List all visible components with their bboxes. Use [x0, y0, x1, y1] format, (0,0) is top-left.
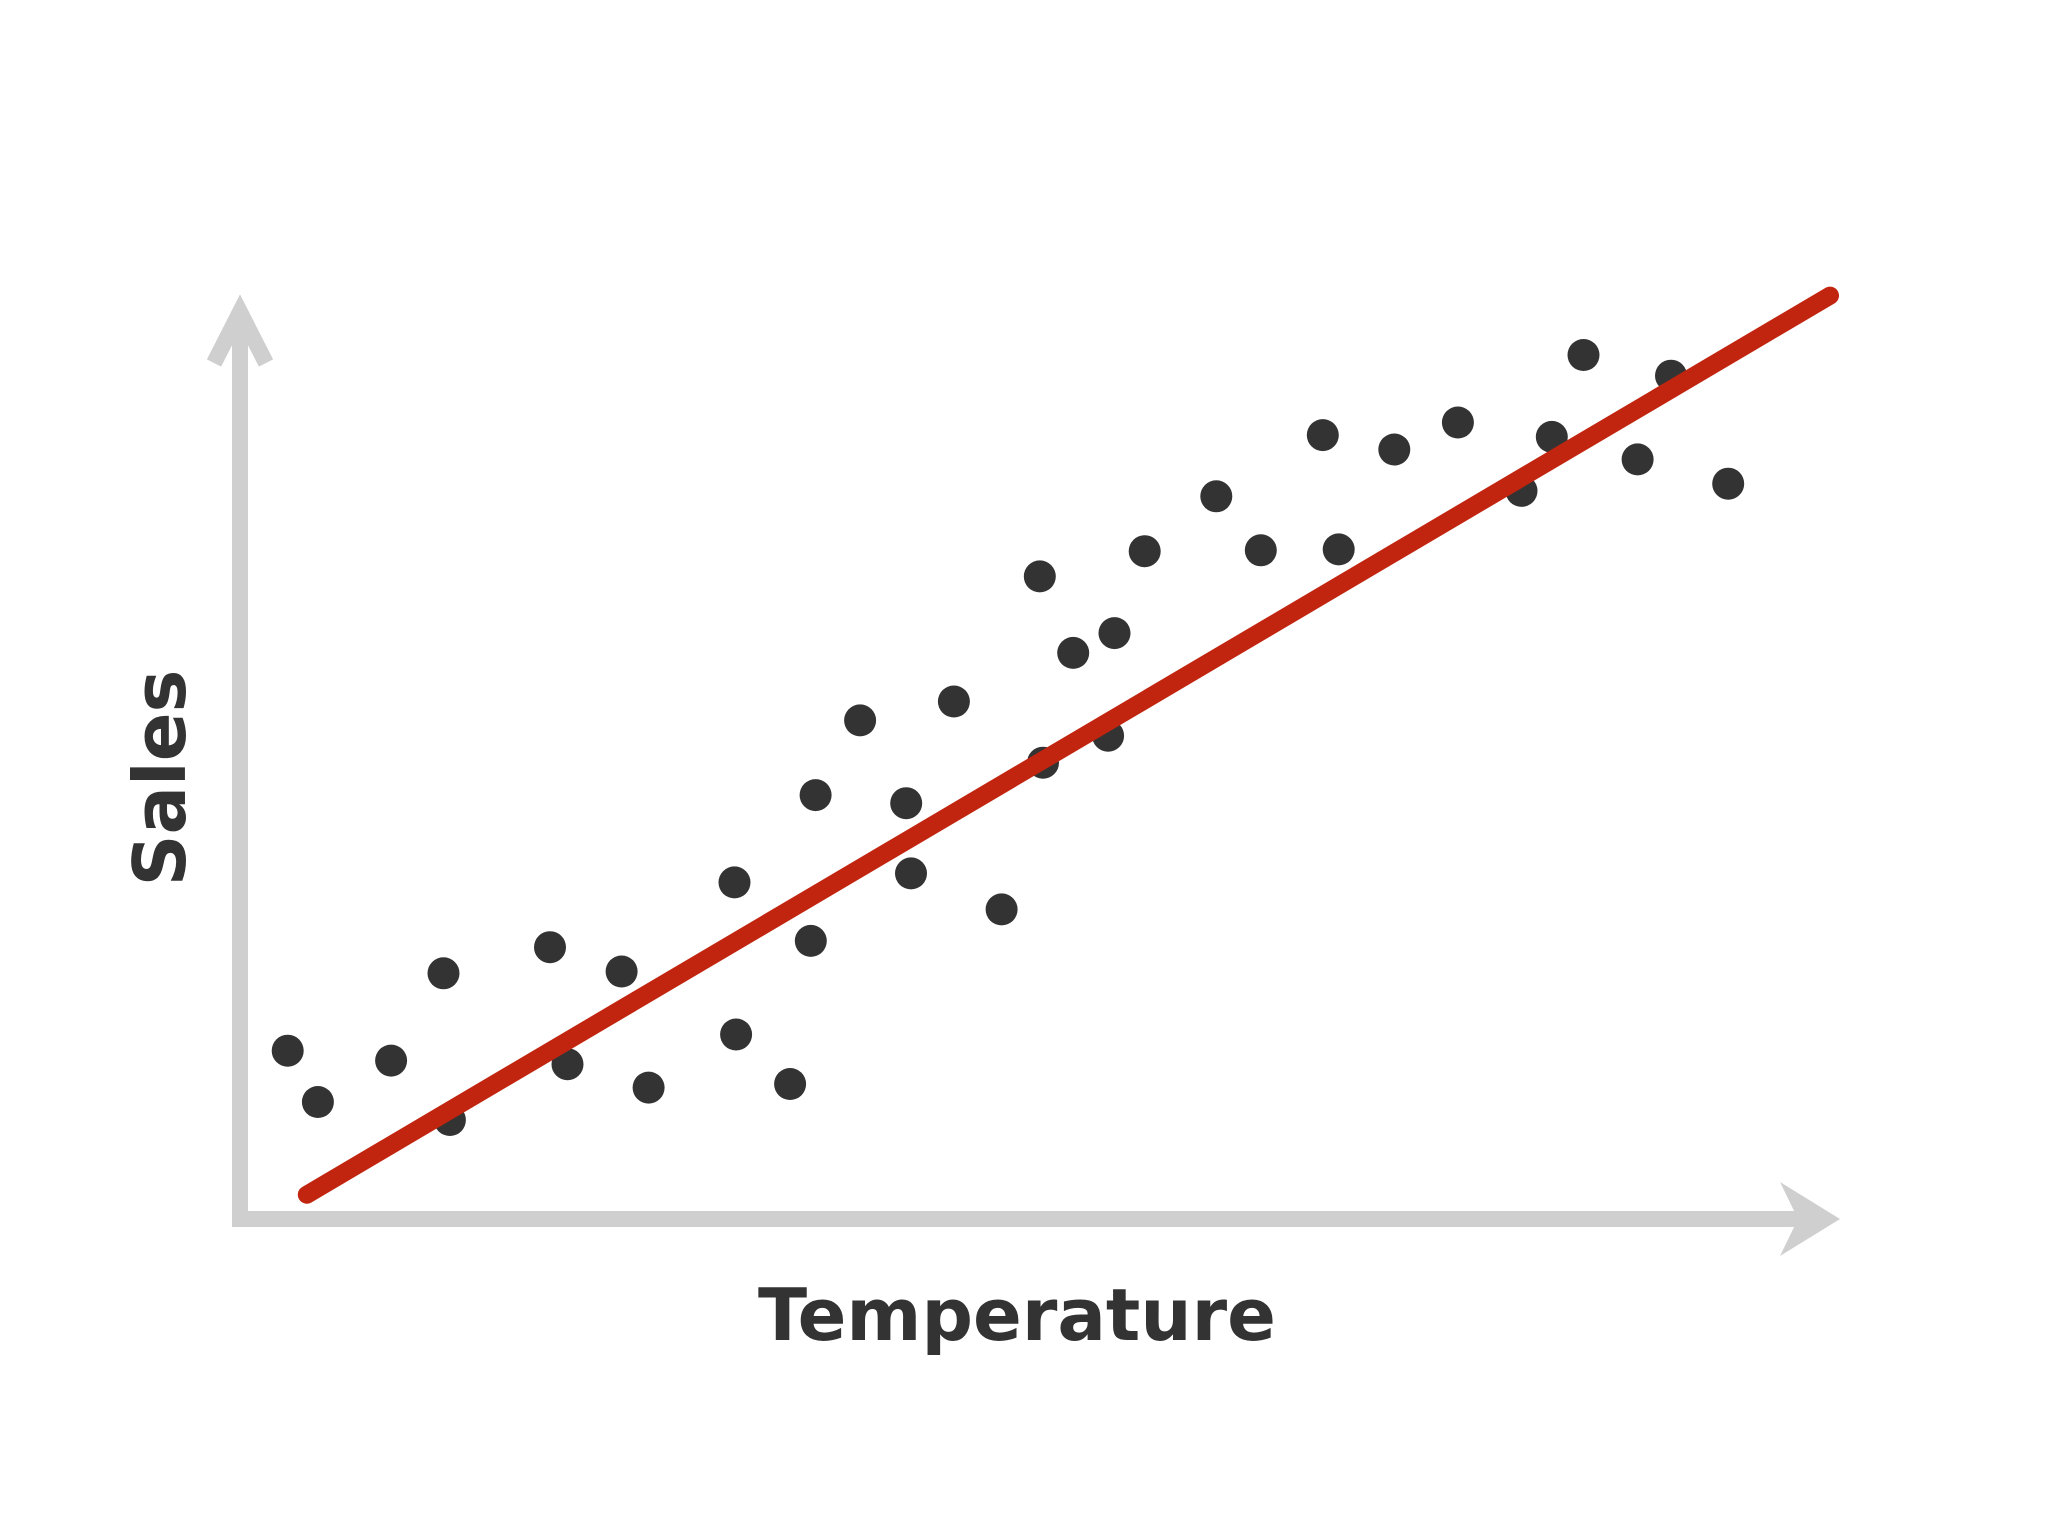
y-axis-arrow-icon: [206, 294, 274, 367]
data-point-7: [551, 1048, 584, 1081]
data-point-31: [1441, 406, 1474, 439]
data-point-35: [1621, 443, 1654, 476]
data-point-26: [1200, 480, 1233, 513]
trend-line: [297, 286, 1839, 1204]
data-point-29: [1322, 533, 1355, 566]
data-point-30: [1378, 433, 1411, 466]
data-point-19: [985, 893, 1018, 926]
x-axis-arrow-icon: [1780, 1182, 1840, 1256]
data-point-37: [1712, 467, 1745, 500]
data-point-8: [605, 955, 638, 988]
data-point-27: [1244, 534, 1277, 567]
data-point-20: [1023, 560, 1056, 593]
data-point-11: [720, 1018, 753, 1051]
trend-line-group: [297, 286, 1839, 1204]
data-point-28: [1306, 419, 1339, 452]
data-point-10: [718, 866, 751, 899]
axes: [206, 294, 1840, 1256]
data-point-1: [271, 1034, 304, 1067]
data-point-16: [890, 787, 923, 820]
data-point-6: [534, 931, 566, 964]
data-point-12: [774, 1068, 807, 1100]
data-point-22: [1057, 636, 1090, 669]
data-point-15: [844, 704, 877, 737]
data-point-24: [1098, 617, 1131, 650]
data-point-2: [301, 1086, 334, 1118]
data-point-17: [895, 857, 927, 890]
data-point-9: [632, 1071, 665, 1104]
data-point-3: [375, 1044, 408, 1077]
data-point-13: [794, 924, 827, 957]
data-point-14: [799, 779, 832, 812]
data-point-4: [427, 957, 460, 990]
x-axis-title: Temperature: [758, 1273, 1276, 1357]
data-point-34: [1567, 339, 1600, 371]
data-point-18: [937, 685, 970, 718]
y-axis-title: Sales: [118, 670, 202, 887]
data-point-25: [1128, 535, 1161, 568]
